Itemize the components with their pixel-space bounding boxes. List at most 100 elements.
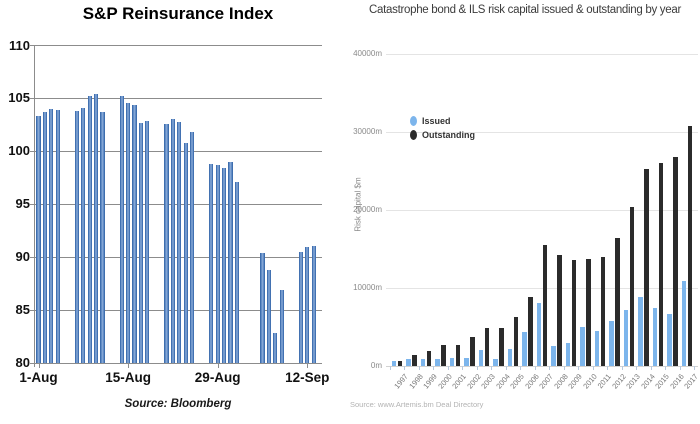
- x-axis-tick: [520, 366, 522, 370]
- issued-bar: [464, 357, 469, 366]
- outstanding-bar: [673, 156, 678, 366]
- y-tick-label: 110: [9, 37, 30, 53]
- index-bar: [55, 110, 60, 363]
- x-axis-tick: [128, 363, 130, 368]
- issued-bar: [580, 327, 585, 366]
- x-axis-tick: [665, 366, 667, 370]
- x-axis-tick: [389, 366, 391, 370]
- issued-bar: [391, 360, 397, 366]
- outstanding-bar: [586, 259, 591, 366]
- issued-bar: [594, 330, 600, 366]
- issued-bar: [681, 280, 687, 366]
- x-axis-tick: [307, 363, 309, 368]
- y-tick-label: 105: [8, 90, 30, 106]
- index-bar: [177, 121, 182, 363]
- outstanding-bar: [397, 361, 403, 366]
- outstanding-bar: [455, 344, 461, 366]
- index-bar: [215, 165, 220, 363]
- issued-bar: [406, 358, 411, 366]
- y-tick-label: 90: [15, 249, 30, 265]
- x-tick-label: 15-Aug: [105, 370, 151, 385]
- outstanding-bar: [499, 327, 504, 366]
- y-axis-tick: [30, 203, 34, 205]
- issued-bar: [536, 302, 542, 366]
- issued-bar: [507, 348, 513, 366]
- index-bar: [170, 118, 176, 363]
- left-chart-source: Source: Bloomberg: [124, 398, 232, 410]
- y-axis-tick: [30, 362, 34, 364]
- outstanding-bar: [441, 345, 446, 366]
- x-axis-tick: [418, 366, 420, 370]
- gridline: [386, 131, 698, 133]
- y-tick-label: 0m: [370, 361, 382, 370]
- outstanding-bar: [615, 238, 620, 366]
- index-bar: [119, 96, 124, 363]
- x-axis-tick: [491, 366, 493, 370]
- x-axis-tick: [38, 363, 40, 368]
- issued-bar: [420, 358, 426, 366]
- cat-bond-chart: Catastrophe bond & ILS risk capital issu…: [350, 0, 700, 424]
- legend-label-outstanding: Outstanding: [422, 130, 475, 140]
- issued-bar: [493, 358, 498, 366]
- outstanding-bar: [484, 327, 490, 366]
- outstanding-legend-marker-icon: [410, 130, 417, 140]
- issued-bar: [667, 313, 672, 366]
- index-bar: [234, 182, 240, 363]
- index-bar: [49, 109, 54, 363]
- x-tick-label: 12-Sep: [285, 370, 330, 385]
- y-axis-tick: [30, 45, 34, 46]
- legend-item-issued: Issued: [410, 114, 475, 128]
- outstanding-bar: [470, 337, 475, 366]
- y-tick-label: 10000m: [353, 283, 382, 292]
- issued-legend-marker-icon: [410, 116, 417, 126]
- outstanding-bar: [571, 259, 577, 366]
- y-tick-label: 80: [15, 355, 30, 370]
- outstanding-bar: [412, 355, 417, 366]
- outstanding-bar: [644, 169, 649, 366]
- index-bar: [209, 164, 214, 363]
- index-bar: [125, 102, 131, 363]
- x-axis-tick: [694, 366, 696, 370]
- index-bar: [87, 96, 92, 363]
- x-axis-tick: [433, 366, 435, 370]
- index-bar: [189, 132, 195, 363]
- index-bar: [228, 161, 233, 363]
- x-tick-label: 1-Aug: [19, 370, 58, 385]
- x-axis-tick: [592, 366, 594, 370]
- index-bar: [93, 94, 99, 363]
- x-axis-tick: [534, 366, 536, 370]
- outstanding-bar: [542, 245, 548, 366]
- y-tick-label: 85: [15, 302, 30, 318]
- y-axis-tick: [30, 97, 34, 99]
- left-chart-title: S&P Reinsurance Index: [82, 4, 274, 23]
- x-axis-tick: [621, 366, 623, 370]
- issued-bar: [623, 309, 629, 366]
- legend-label-issued: Issued: [422, 116, 451, 126]
- index-bar: [311, 245, 316, 363]
- gridline: [386, 53, 698, 55]
- index-bar: [42, 112, 48, 363]
- outstanding-bar: [426, 351, 432, 366]
- index-bar: [183, 142, 188, 363]
- issued-bar: [449, 358, 455, 366]
- x-axis-tick: [217, 363, 219, 368]
- index-bar: [305, 246, 310, 363]
- x-axis-tick: [476, 366, 478, 370]
- x-tick-label: 29-Aug: [194, 370, 241, 385]
- issued-bar: [551, 345, 556, 366]
- issued-bar: [652, 307, 658, 366]
- outstanding-bar: [600, 256, 606, 366]
- index-bar: [260, 252, 265, 363]
- y-axis-tick: [30, 309, 34, 311]
- issued-bar: [609, 320, 614, 366]
- gridline: [34, 97, 322, 99]
- x-axis-tick: [505, 366, 507, 370]
- x-axis-tick: [404, 366, 406, 370]
- index-bar: [36, 116, 41, 363]
- outstanding-bar: [658, 163, 664, 366]
- outstanding-bar: [557, 255, 562, 366]
- y-tick-label: 20000m: [353, 205, 382, 214]
- x-axis-tick: [447, 366, 449, 370]
- index-bar: [279, 289, 284, 363]
